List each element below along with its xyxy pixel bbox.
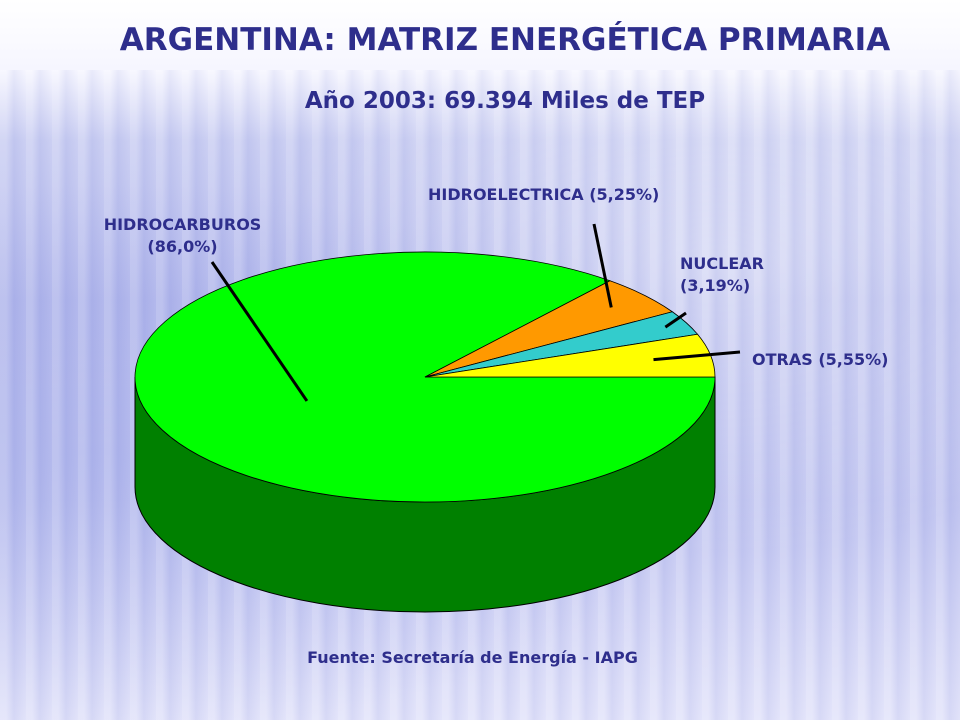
- label-nuclear: NUCLEAR (3,19%): [680, 253, 764, 297]
- leader-line-hidroelectrica: [592, 223, 613, 308]
- leader-line-nuclear: [664, 311, 687, 329]
- label-nuclear-value: (3,19%): [680, 276, 751, 295]
- label-otras: OTRAS (5,55%): [752, 350, 889, 369]
- page-title: ARGENTINA: MATRIZ ENERGÉTICA PRIMARIA: [119, 22, 891, 58]
- leader-line-otras: [653, 350, 741, 362]
- pie-slice-hidrocarburos: [134, 251, 716, 503]
- label-hidroelectrica: HIDROELECTRICA (5,25%): [428, 185, 660, 204]
- leader-line-hidrocarburos: [210, 261, 309, 402]
- label-hidrocarburos: HIDROCARBUROS (86,0%): [85, 214, 280, 258]
- label-hidrocarburos-value: (86,0%): [147, 237, 218, 256]
- label-hidrocarburos-name: HIDROCARBUROS: [103, 215, 262, 234]
- label-nuclear-name: NUCLEAR: [680, 254, 764, 273]
- source-note: Fuente: Secretaría de Energía - IAPG: [307, 648, 638, 667]
- chart-subtitle: Año 2003: 69.394 Miles de TEP: [304, 88, 706, 114]
